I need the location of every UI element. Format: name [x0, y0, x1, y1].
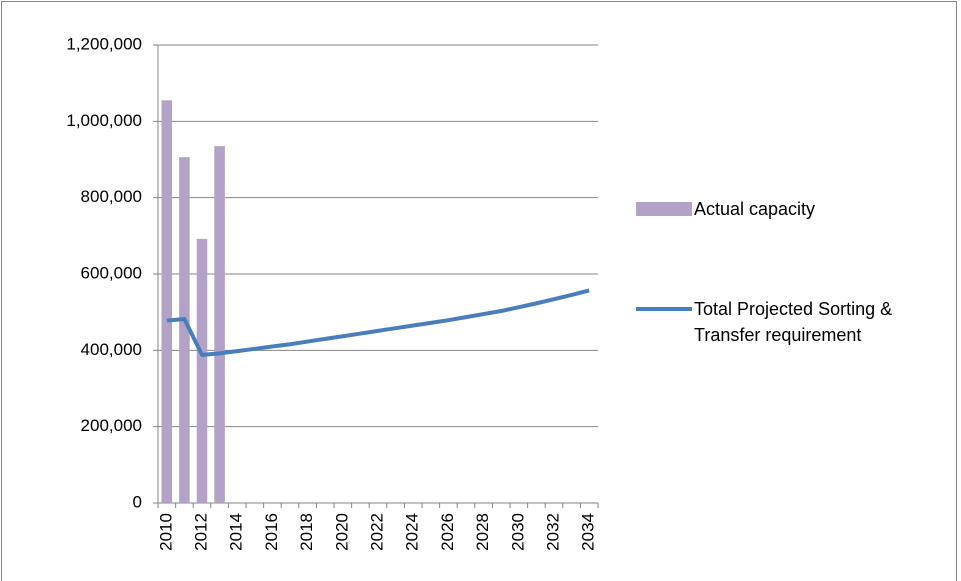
x-tick-label: 2022 [367, 513, 386, 551]
y-tick-label: 1,200,000 [66, 34, 142, 53]
x-tick-label: 2018 [297, 513, 316, 551]
x-tick-label: 2020 [332, 513, 351, 551]
legend-swatch [636, 202, 692, 216]
bar [214, 146, 225, 503]
bar [196, 238, 208, 504]
x-tick-label: 2010 [156, 513, 175, 551]
y-tick-label: 1,000,000 [66, 111, 142, 130]
y-tick-label: 600,000 [81, 263, 142, 282]
legend-label: Actual capacity [694, 199, 816, 219]
y-tick-label: 0 [133, 492, 142, 511]
y-tick-label: 400,000 [81, 340, 142, 359]
bar [161, 100, 173, 503]
legend-swatch [636, 307, 692, 311]
legend-label: Total Projected Sorting & Transfer requi… [694, 299, 893, 345]
x-tick-label: 2032 [543, 513, 562, 551]
legend-entry: Total Projected Sorting & Transfer requi… [636, 296, 956, 348]
x-tick-label: 2034 [579, 513, 598, 551]
y-tick-label: 800,000 [81, 187, 142, 206]
x-tick-label: 2016 [262, 513, 281, 551]
y-tick-label: 200,000 [81, 416, 142, 435]
bar [179, 157, 190, 503]
x-tick-label: 2026 [438, 513, 457, 551]
x-tick-label: 2012 [191, 513, 210, 551]
x-tick-label: 2014 [227, 513, 246, 551]
line [166, 288, 590, 357]
x-tick-label: 2028 [473, 513, 492, 551]
legend: Actual capacity Total Projected Sorting &… [636, 196, 956, 422]
x-tick-label: 2030 [508, 513, 527, 551]
legend-entry: Actual capacity [636, 196, 956, 222]
x-tick-label: 2024 [403, 513, 422, 551]
